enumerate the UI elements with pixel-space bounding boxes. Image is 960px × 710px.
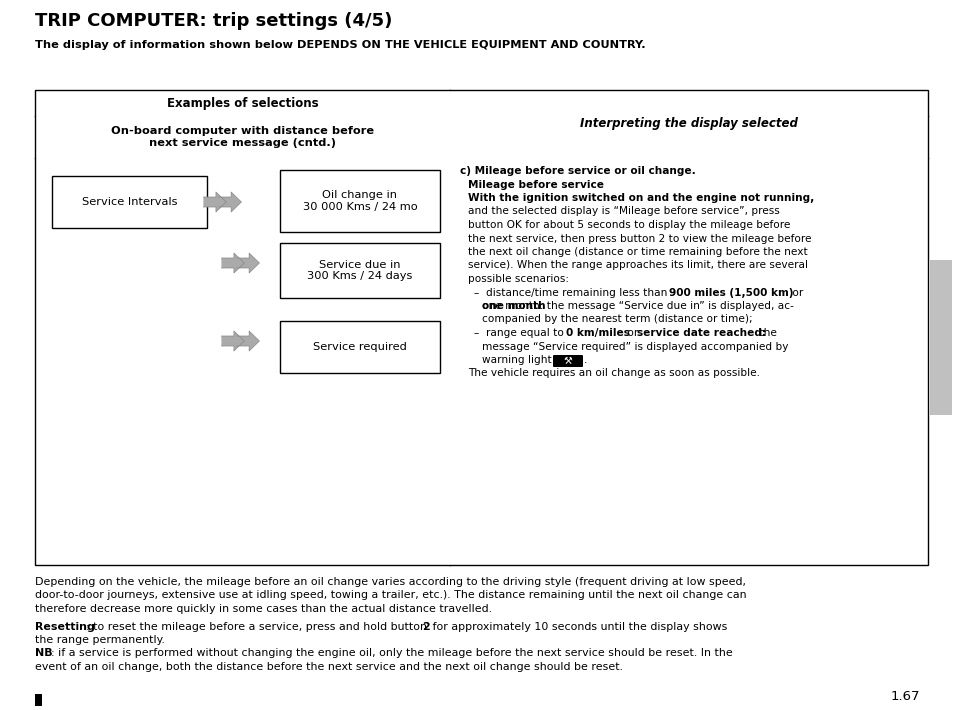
Text: possible scenarios:: possible scenarios:	[468, 274, 569, 284]
Text: service date reached:: service date reached:	[637, 328, 766, 338]
Text: c) Mileage before service or oil change.: c) Mileage before service or oil change.	[460, 166, 696, 176]
Text: message “Service required” is displayed accompanied by: message “Service required” is displayed …	[482, 342, 788, 351]
Text: Service required: Service required	[313, 342, 407, 352]
Text: : if a service is performed without changing the engine oil, only the mileage be: : if a service is performed without chan…	[51, 648, 732, 658]
Text: or: or	[789, 288, 804, 297]
Text: or: or	[624, 328, 641, 338]
Text: event of an oil change, both the distance before the next service and the next o: event of an oil change, both the distanc…	[35, 662, 623, 672]
Polygon shape	[204, 192, 227, 212]
Text: and the selected display is “Mileage before service”, press: and the selected display is “Mileage bef…	[468, 207, 780, 217]
Polygon shape	[219, 192, 241, 212]
Text: Examples of selections: Examples of selections	[167, 97, 319, 109]
Bar	[52, 176, 207, 228]
Text: ⚒: ⚒	[564, 356, 572, 366]
Text: Mileage before service: Mileage before service	[468, 180, 604, 190]
Polygon shape	[236, 331, 259, 351]
Bar	[35, 694, 42, 706]
Text: the: the	[756, 328, 777, 338]
Text: –  range equal to: – range equal to	[474, 328, 567, 338]
Text: ​one month​: the message “Service due in” is displayed, ac-: ​one month​: the message “Service due in…	[482, 301, 794, 311]
Text: Depending on the vehicle, the mileage before an oil change varies according to t: Depending on the vehicle, the mileage be…	[35, 577, 746, 587]
FancyBboxPatch shape	[553, 355, 583, 367]
Text: 900 miles (1,500 km): 900 miles (1,500 km)	[669, 288, 794, 297]
Text: Service Intervals: Service Intervals	[82, 197, 178, 207]
Text: The display of information shown below DEPENDS ON THE VEHICLE EQUIPMENT AND COUN: The display of information shown below D…	[35, 40, 646, 50]
Text: 1.67: 1.67	[891, 690, 920, 703]
Bar	[930, 260, 952, 415]
Text: Oil change in
30 000 Kms / 24 mo: Oil change in 30 000 Kms / 24 mo	[302, 190, 418, 212]
Text: warning light: warning light	[482, 355, 552, 365]
Bar	[280, 321, 440, 373]
Text: TRIP COMPUTER: trip settings (4/5): TRIP COMPUTER: trip settings (4/5)	[35, 12, 393, 30]
Text: .: .	[584, 355, 588, 365]
Text: door-to-door journeys, extensive use at idling speed, towing a trailer, etc.). T: door-to-door journeys, extensive use at …	[35, 591, 747, 601]
Text: Service due in
300 Kms / 24 days: Service due in 300 Kms / 24 days	[307, 260, 413, 281]
Text: On-board computer with distance before
next service message (cntd.): On-board computer with distance before n…	[111, 126, 374, 148]
Polygon shape	[236, 253, 259, 273]
Bar	[35, 90, 928, 565]
Text: one month: one month	[482, 301, 545, 311]
Text: Resetting: Resetting	[35, 621, 95, 631]
Text: the next oil change (distance or time remaining before the next: the next oil change (distance or time re…	[468, 247, 807, 257]
Text: : to reset the mileage before a service, press and hold button: : to reset the mileage before a service,…	[86, 621, 430, 631]
Text: –  distance/time remaining less than: – distance/time remaining less than	[474, 288, 671, 297]
Bar	[280, 170, 440, 232]
Text: the range permanently.: the range permanently.	[35, 635, 165, 645]
Text: service). When the range approaches its limit, there are several: service). When the range approaches its …	[468, 261, 808, 271]
Text: button ​OK​ for about 5 seconds to display the mileage before: button ​OK​ for about 5 seconds to displ…	[468, 220, 790, 230]
Text: 2: 2	[422, 621, 430, 631]
Text: NB: NB	[35, 648, 53, 658]
Text: With the ignition switched on and the engine not running,: With the ignition switched on and the en…	[468, 193, 814, 203]
Polygon shape	[222, 253, 244, 273]
Polygon shape	[222, 331, 244, 351]
Text: therefore decrease more quickly in some cases than the actual distance travelled: therefore decrease more quickly in some …	[35, 604, 492, 614]
Bar	[280, 243, 440, 298]
Text: The vehicle requires an oil change as soon as possible.: The vehicle requires an oil change as so…	[468, 368, 760, 378]
Text: 0 km/miles: 0 km/miles	[566, 328, 630, 338]
Text: Interpreting the display selected: Interpreting the display selected	[580, 117, 798, 131]
Text: for approximately 10 seconds until the display shows: for approximately 10 seconds until the d…	[429, 621, 728, 631]
Text: the next service, then press button ​2​ to view the mileage before: the next service, then press button ​2​ …	[468, 234, 811, 244]
Text: companied by the nearest term (distance or time);: companied by the nearest term (distance …	[482, 315, 753, 324]
